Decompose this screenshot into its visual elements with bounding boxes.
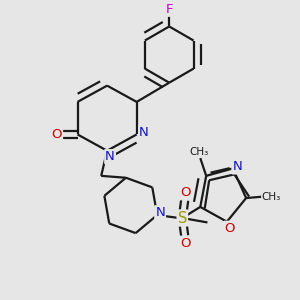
Text: F: F — [166, 3, 173, 16]
Text: O: O — [52, 128, 62, 141]
Text: S: S — [178, 211, 187, 226]
Text: N: N — [232, 160, 242, 173]
Text: N: N — [105, 150, 115, 163]
Text: O: O — [180, 186, 190, 200]
Text: CH₃: CH₃ — [189, 147, 208, 157]
Text: O: O — [225, 222, 235, 235]
Text: N: N — [155, 206, 165, 219]
Text: N: N — [139, 127, 149, 140]
Text: CH₃: CH₃ — [262, 192, 281, 202]
Text: O: O — [180, 237, 190, 250]
